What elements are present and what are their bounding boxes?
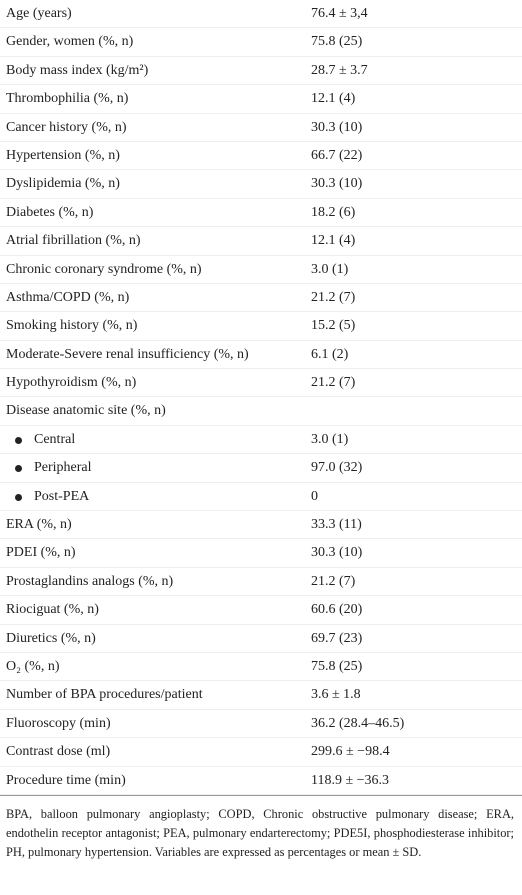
bullet [15, 436, 22, 444]
row-value: 30.3 (10) [311, 176, 363, 192]
row-label: Atrial fibrillation (%, n) [6, 233, 141, 249]
row-value: 3.0 (1) [311, 261, 349, 277]
row-label: Thrombophilia (%, n) [6, 91, 129, 107]
row: O₂ (%, n) 75.8 (25) [0, 653, 522, 682]
bullet [15, 465, 22, 473]
row-label: Asthma/COPD (%, n) [6, 289, 130, 305]
sub-row: Peripheral 97.0 (32) [0, 454, 522, 483]
row-label: Procedure time (min) [6, 772, 126, 788]
bullet [15, 493, 22, 501]
row-label: Fluoroscopy (min) [6, 715, 111, 731]
row: Diuretics (%, n) 69.7 (23) [0, 625, 522, 653]
row-value: 12.1 (4) [311, 91, 356, 107]
row-value: 21.2 (7) [311, 375, 356, 391]
row: Age (years) 76.4 ± 3,4 [0, 0, 522, 29]
row-value: 97.0 (32) [311, 460, 363, 476]
row-value: 3.0 (1) [311, 431, 349, 447]
row-label: Post-PEA [34, 488, 90, 504]
row: PDEI (%, n) 30.3 (10) [0, 539, 522, 568]
row: Riociguat (%, n) 60.6 (20) [0, 596, 522, 625]
row-label: PDEI (%, n) [6, 545, 76, 561]
row-label: Cancer history (%, n) [6, 119, 127, 135]
footnote: BPA, balloon pulmonary angioplasty; COPD… [6, 807, 514, 859]
row: Thrombophilia (%, n) 12.1 (4) [0, 85, 522, 114]
row-value: 3.6 ± 1.8 [311, 687, 361, 703]
row-value: 6.1 (2) [311, 346, 349, 362]
row-value: 30.3 (10) [311, 119, 363, 135]
row: Gender, women (%, n) 75.8 (25) [0, 28, 522, 57]
row: Number of BPA procedures/patient 3.6 ± 1.… [0, 681, 522, 710]
row-label: Number of BPA procedures/patient [6, 687, 203, 703]
row-label: O₂ (%, n) [6, 658, 60, 674]
row-value: 21.2 (7) [311, 573, 356, 589]
row-label: Moderate-Severe renal insufficiency (%, … [6, 346, 249, 362]
row: Dyslipidemia (%, n) 30.3 (10) [0, 170, 522, 199]
row-value: 18.2 (6) [311, 204, 356, 220]
row: Contrast dose (ml) 299.6 ± −98.4 [0, 738, 522, 767]
row-value: 36.2 (28.4–46.5) [311, 715, 405, 731]
row: Moderate-Severe renal insufficiency (%, … [0, 341, 522, 370]
row: Prostaglandins analogs (%, n) 21.2 (7) [0, 568, 522, 597]
row-label: Riociguat (%, n) [6, 602, 99, 618]
row-value: 33.3 (11) [311, 517, 362, 533]
row: Cancer history (%, n) 30.3 (10) [0, 114, 522, 142]
row-label: Contrast dose (ml) [6, 744, 111, 760]
row-value: 75.8 (25) [311, 658, 363, 674]
sub-row: Post-PEA 0 [0, 483, 522, 512]
row-label: Diuretics (%, n) [6, 630, 96, 646]
row-value: 118.9 ± −36.3 [311, 772, 390, 788]
row-label: Hypothyroidism (%, n) [6, 375, 137, 391]
table: Age (years) 76.4 ± 3,4 Gender, women (%, n… [0, 0, 522, 795]
row: Atrial fibrillation (%, n) 12.1 (4) [0, 227, 522, 256]
row-label: Disease anatomic site (%, n) [6, 403, 166, 419]
row-value: 28.7 ± 3.7 [311, 62, 368, 78]
row-label: Dyslipidemia (%, n) [6, 176, 120, 192]
row-value: 30.3 (10) [311, 545, 363, 561]
row-value: 12.1 (4) [311, 233, 356, 249]
row-label: Age (years) [6, 6, 72, 21]
row-value: 69.7 (23) [311, 630, 363, 646]
rule [0, 795, 522, 796]
sub-row: Central 3.0 (1) [0, 426, 522, 455]
row-label: Prostaglandins analogs (%, n) [6, 573, 174, 589]
row: Hypothyroidism (%, n) 21.2 (7) [0, 369, 522, 398]
row: Hypertension (%, n) 66.7 (22) [0, 142, 522, 171]
row-label: Diabetes (%, n) [6, 204, 94, 220]
row-value: 0 [311, 488, 318, 504]
row-value: 60.6 (20) [311, 602, 363, 618]
row: Diabetes (%, n) 18.2 (6) [0, 199, 522, 228]
row-label: Hypertension (%, n) [6, 147, 120, 163]
row-label: ERA (%, n) [6, 517, 72, 533]
row: ERA (%, n) 33.3 (11) [0, 511, 522, 540]
row: Fluoroscopy (min) 36.2 (28.4–46.5) [0, 710, 522, 739]
row: Smoking history (%, n) 15.2 (5) [0, 312, 522, 341]
row-label: Body mass index (kg/m²) [6, 62, 149, 78]
row-value: 76.4 ± 3,4 [311, 6, 368, 21]
row-value: 66.7 (22) [311, 147, 363, 163]
row: Asthma/COPD (%, n) 21.2 (7) [0, 284, 522, 313]
row: Body mass index (kg/m²) 28.7 ± 3.7 [0, 57, 522, 86]
row-label: Gender, women (%, n) [6, 34, 134, 50]
row-label: Peripheral [34, 460, 92, 476]
row-value: 21.2 (7) [311, 289, 356, 305]
row: Disease anatomic site (%, n) [0, 397, 522, 426]
row-label: Chronic coronary syndrome (%, n) [6, 261, 202, 277]
row-value: 299.6 ± −98.4 [311, 744, 390, 760]
row: Chronic coronary syndrome (%, n) 3.0 (1) [0, 256, 522, 284]
row: Procedure time (min) 118.9 ± −36.3 [0, 767, 522, 795]
row-label: Central [34, 431, 76, 447]
row-label: Smoking history (%, n) [6, 318, 138, 334]
row-value: 15.2 (5) [311, 318, 356, 334]
row-value: 75.8 (25) [311, 34, 363, 50]
